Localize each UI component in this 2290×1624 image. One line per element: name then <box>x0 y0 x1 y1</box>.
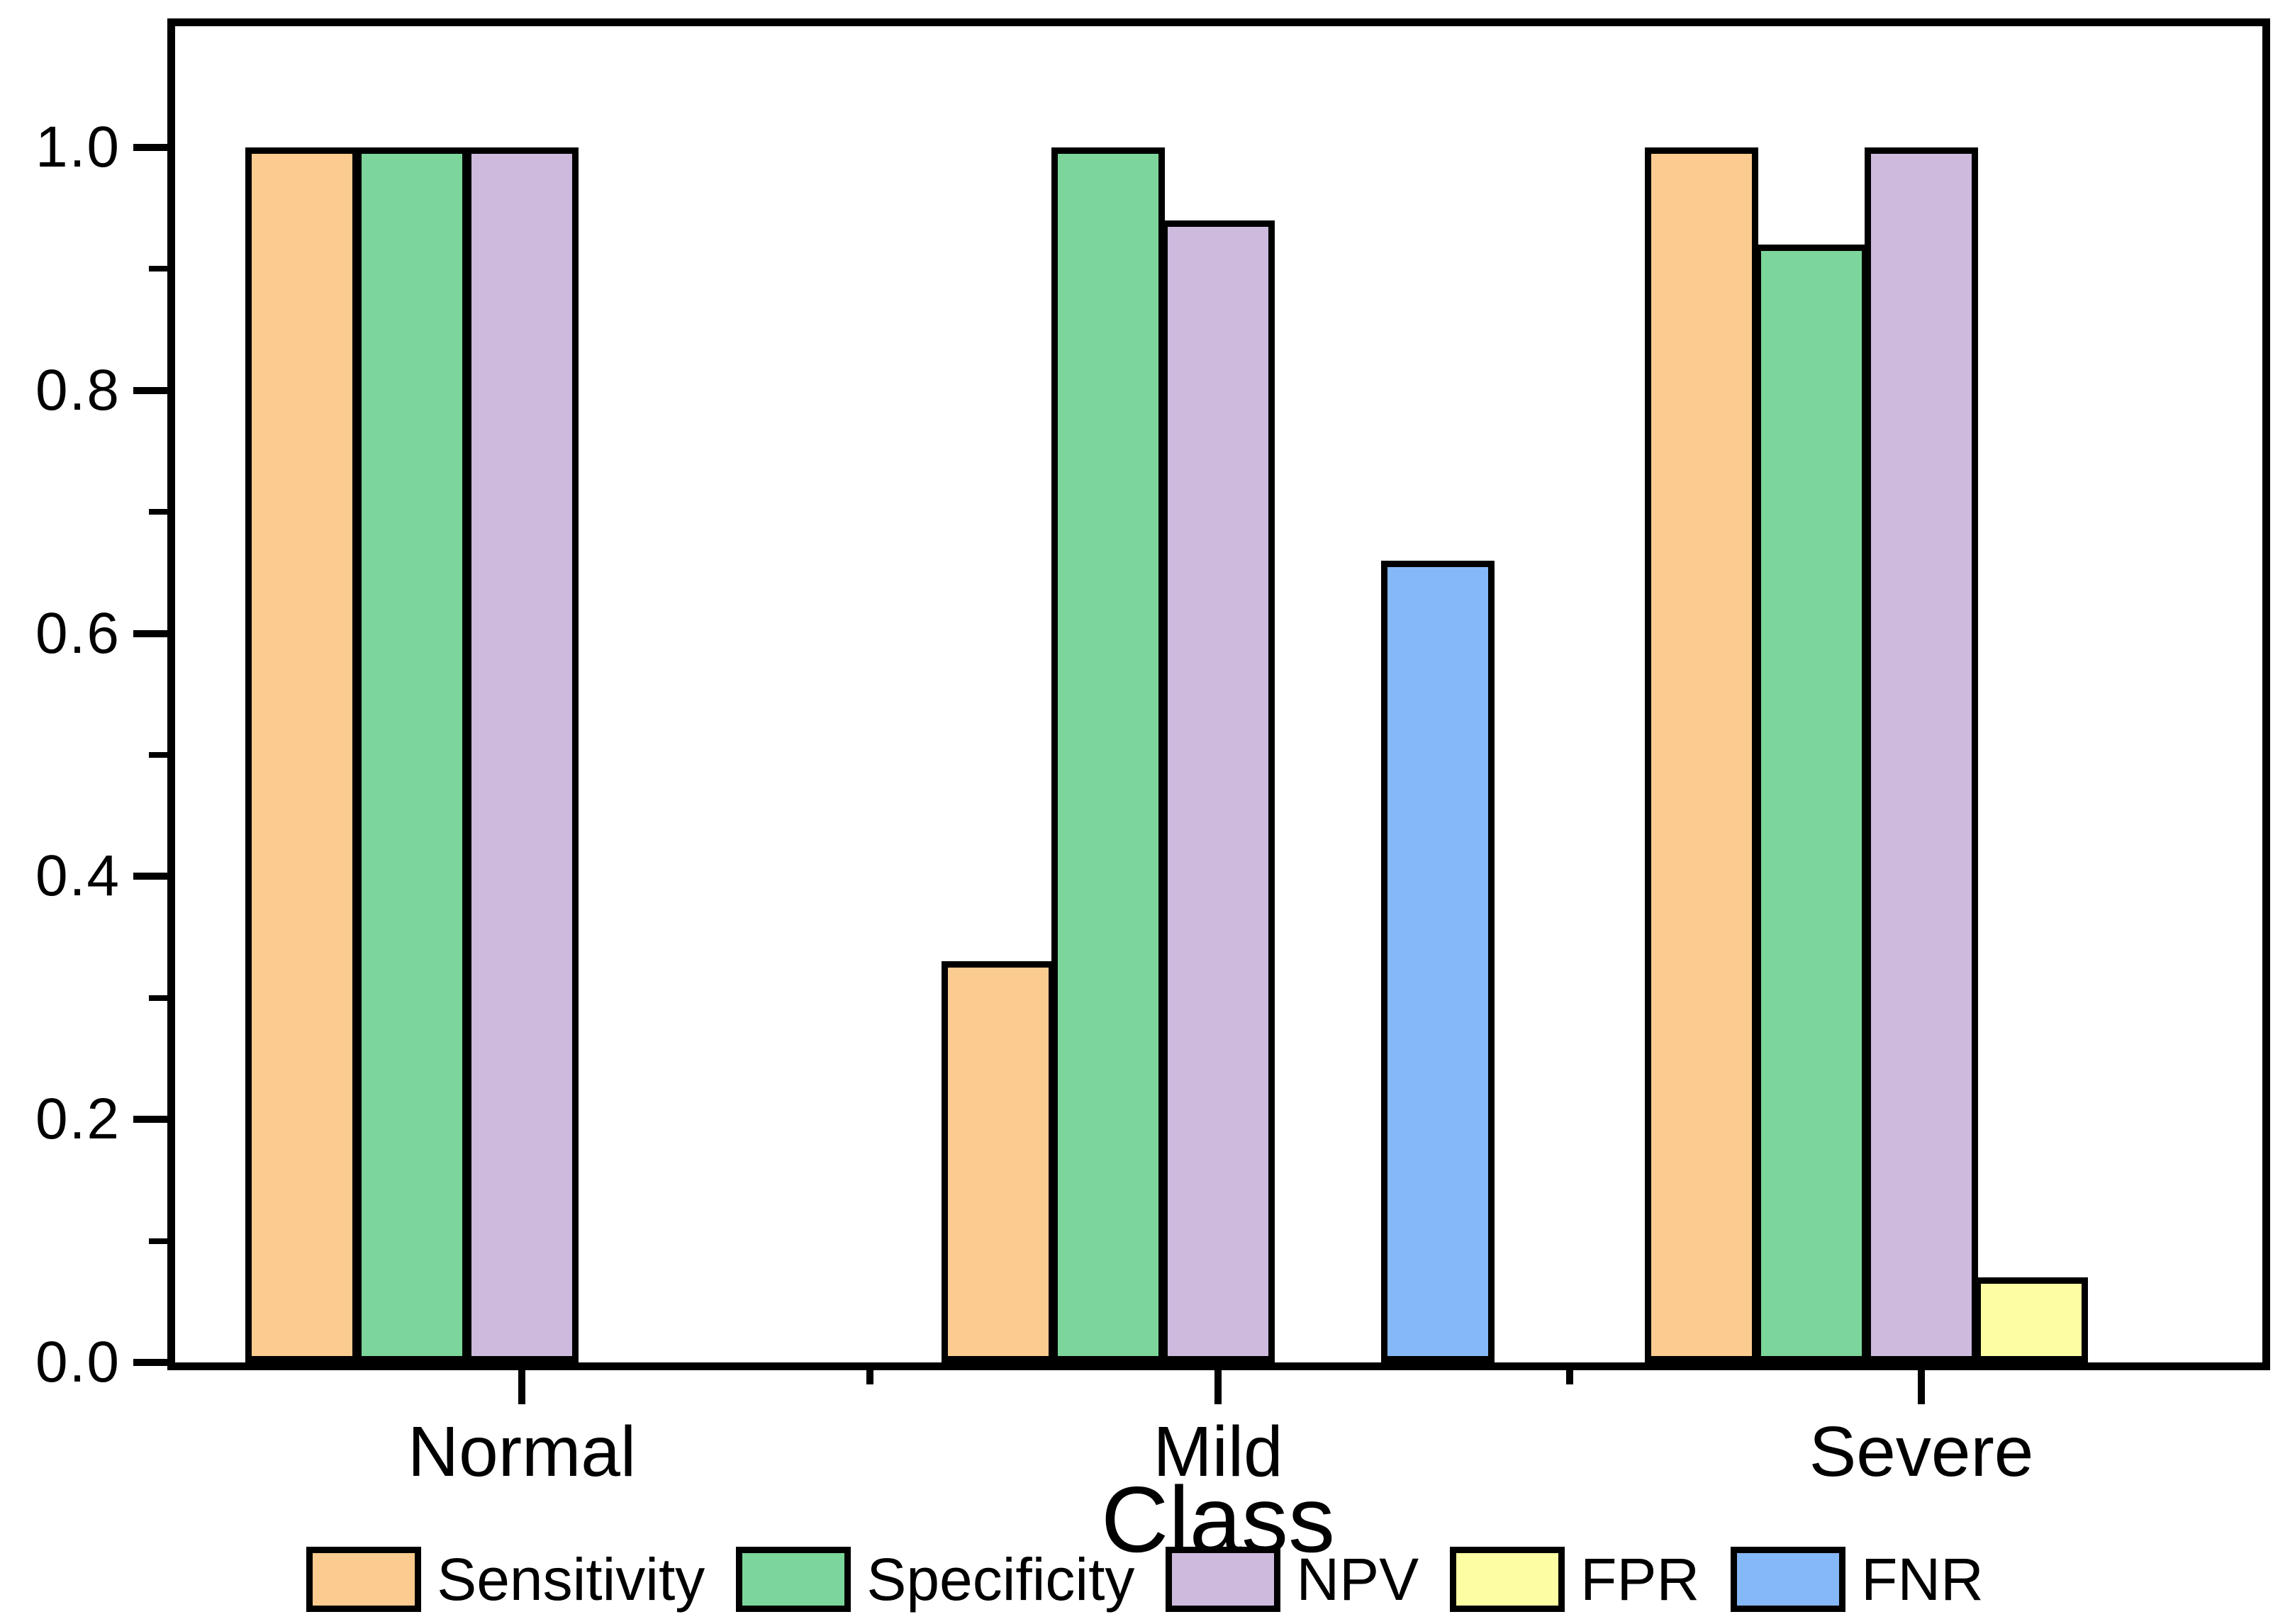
bar-severe-npv <box>1865 147 1978 1362</box>
legend: Sensitivity Specificity NPV FPR FNR <box>0 1547 2290 1612</box>
bar-normal-npv <box>465 147 579 1362</box>
legend-item-fnr: FNR <box>1731 1547 1984 1612</box>
bar-normal-specificity <box>355 147 469 1362</box>
y-tick-major <box>133 873 167 880</box>
legend-label-specificity: Specificity <box>866 1546 1135 1613</box>
y-tick-major <box>133 144 167 151</box>
x-tick-minor <box>866 1370 873 1384</box>
y-tick-label: 1.0 <box>35 115 121 179</box>
bar-mild-specificity <box>1051 147 1165 1362</box>
y-tick-label: 0.8 <box>35 358 121 422</box>
legend-label-fnr: FNR <box>1861 1546 1984 1613</box>
x-tick-label-mild: Mild <box>1153 1412 1283 1491</box>
y-tick-label: 0.2 <box>35 1087 121 1151</box>
y-tick-minor <box>149 752 167 758</box>
x-tick-label-severe: Severe <box>1809 1412 2034 1491</box>
y-tick-minor <box>149 1238 167 1244</box>
legend-item-npv: NPV <box>1166 1547 1419 1612</box>
bar-normal-sensitivity <box>245 147 359 1362</box>
y-tick-minor <box>149 509 167 515</box>
legend-label-sensitivity: Sensitivity <box>437 1546 705 1613</box>
y-tick-label: 0.6 <box>35 601 121 666</box>
x-tick-minor <box>1566 1370 1573 1384</box>
bar-mild-sensitivity <box>942 961 1055 1362</box>
legend-label-npv: NPV <box>1296 1546 1419 1613</box>
bar-severe-fpr <box>1975 1277 2088 1362</box>
x-tick-major <box>1918 1370 1925 1404</box>
legend-label-fpr: FPR <box>1580 1546 1700 1613</box>
y-tick-label: 0.4 <box>35 844 121 908</box>
legend-swatch-npv <box>1166 1547 1281 1612</box>
bar-severe-specificity <box>1755 245 1868 1362</box>
x-tick-major <box>518 1370 525 1404</box>
legend-item-sensitivity: Sensitivity <box>306 1547 705 1612</box>
bar-mild-fnr <box>1381 561 1495 1362</box>
legend-swatch-sensitivity <box>306 1547 422 1612</box>
legend-item-fpr: FPR <box>1450 1547 1699 1612</box>
legend-item-specificity: Specificity <box>736 1547 1134 1612</box>
y-tick-major <box>133 630 167 637</box>
bar-severe-sensitivity <box>1645 147 1758 1362</box>
y-tick-minor <box>149 266 167 271</box>
y-tick-major <box>133 1116 167 1123</box>
legend-swatch-specificity <box>736 1547 851 1612</box>
x-tick-major <box>1214 1370 1222 1404</box>
x-tick-label-normal: Normal <box>407 1412 637 1491</box>
y-tick-major <box>133 1359 167 1366</box>
y-tick-label: 0.0 <box>35 1330 121 1394</box>
y-tick-major <box>133 387 167 394</box>
plot-area <box>175 26 2262 1362</box>
y-tick-minor <box>149 995 167 1001</box>
bar-mild-npv <box>1161 220 1275 1362</box>
legend-swatch-fnr <box>1731 1547 1846 1612</box>
legend-swatch-fpr <box>1450 1547 1565 1612</box>
